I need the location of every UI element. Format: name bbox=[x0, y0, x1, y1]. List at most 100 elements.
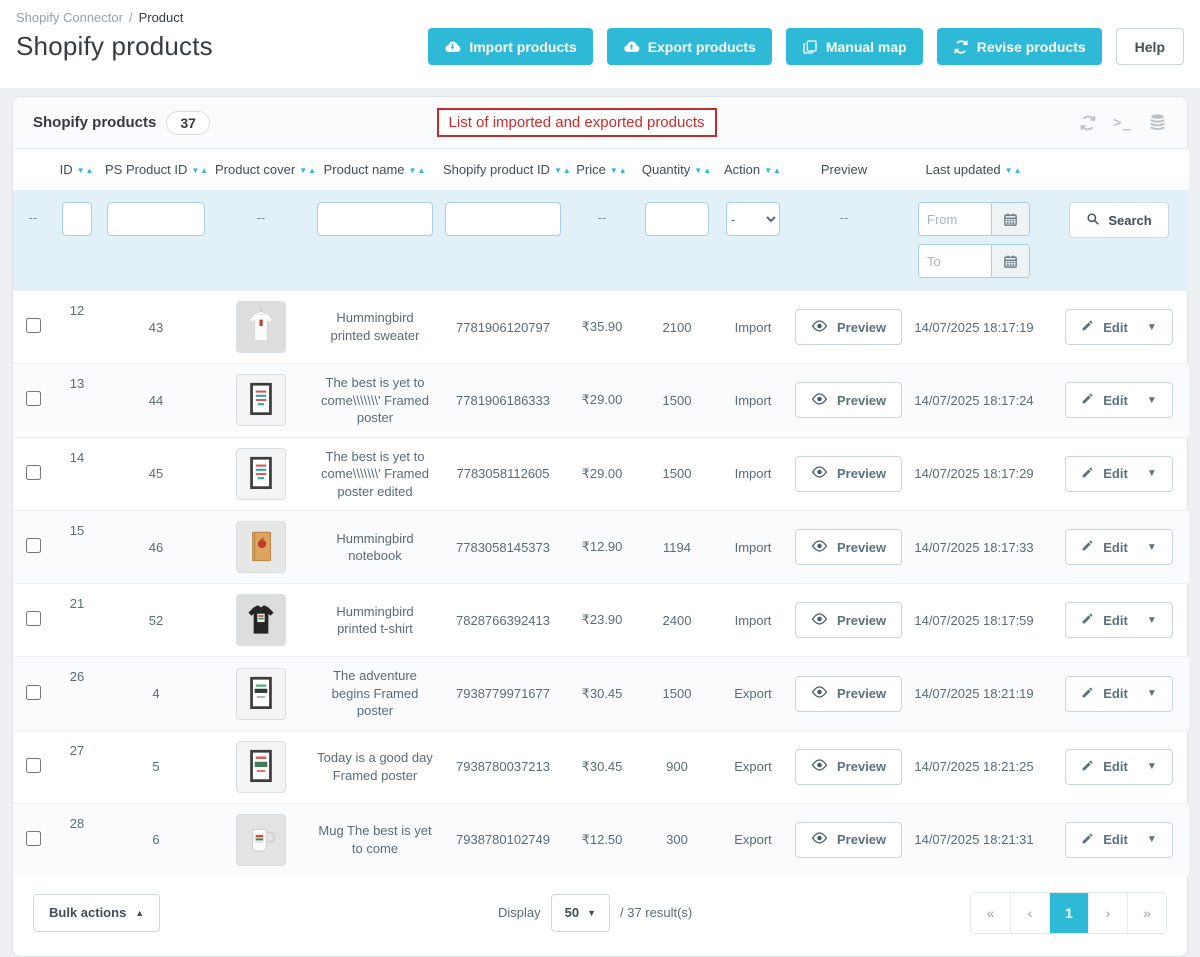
help-button[interactable]: Help bbox=[1115, 28, 1184, 65]
shopify-product-id-filter-input[interactable] bbox=[445, 202, 561, 236]
caret-down-icon[interactable]: ▼ bbox=[1146, 541, 1157, 553]
panel-header: Shopify products 37 List of imported and… bbox=[13, 97, 1187, 149]
caret-down-icon[interactable]: ▼ bbox=[1146, 468, 1157, 480]
shopify-product-id: 7938780037213 bbox=[439, 729, 567, 804]
preview-button[interactable]: Preview bbox=[795, 675, 903, 712]
row-checkbox[interactable] bbox=[25, 830, 41, 846]
current-page-button[interactable]: 1 bbox=[1048, 892, 1088, 933]
import-products-button[interactable]: Import products bbox=[428, 28, 593, 65]
products-panel: Shopify products 37 List of imported and… bbox=[12, 96, 1189, 957]
sort-arrows[interactable]: ▼▲ bbox=[1004, 166, 1023, 175]
export-products-button[interactable]: Export products bbox=[606, 28, 772, 65]
ps-product-id: 5 bbox=[101, 729, 211, 804]
table-row: 27 5 Today is a good day Framed poster 7… bbox=[13, 729, 1189, 804]
sort-arrows[interactable]: ▼▲ bbox=[408, 166, 427, 175]
caret-down-icon[interactable]: ▼ bbox=[1146, 394, 1157, 406]
edit-button[interactable]: Edit ▼ bbox=[1065, 309, 1173, 345]
row-checkbox[interactable] bbox=[25, 684, 41, 700]
product-quantity: 300 bbox=[637, 802, 717, 876]
last-page-button[interactable]: » bbox=[1126, 892, 1166, 933]
action-filter-select[interactable]: - bbox=[726, 202, 780, 236]
id-filter-input[interactable] bbox=[62, 202, 92, 236]
sort-arrows[interactable]: ▼▲ bbox=[609, 166, 628, 175]
caret-down-icon[interactable]: ▼ bbox=[1146, 688, 1157, 700]
filter-empty-marker: -- bbox=[256, 210, 266, 225]
first-page-button[interactable]: « bbox=[970, 892, 1010, 933]
product-price: ₹35.90 bbox=[567, 290, 637, 364]
row-checkbox[interactable] bbox=[25, 464, 41, 480]
manual-map-button[interactable]: Manual map bbox=[785, 28, 923, 65]
product-price: ₹23.90 bbox=[567, 583, 637, 657]
row-checkbox[interactable] bbox=[25, 538, 41, 554]
sort-arrows[interactable]: ▼▲ bbox=[76, 166, 95, 175]
preview-button[interactable]: Preview bbox=[795, 382, 903, 419]
preview-button[interactable]: Preview bbox=[795, 602, 903, 639]
sort-arrows[interactable]: ▼▲ bbox=[553, 166, 572, 175]
table-row: 13 44 The best is yet to come\\\\\\\' Fr… bbox=[13, 363, 1189, 438]
edit-button[interactable]: Edit ▼ bbox=[1065, 675, 1173, 712]
preview-button[interactable]: Preview bbox=[795, 748, 903, 785]
quantity-filter-input[interactable] bbox=[645, 202, 709, 236]
previous-page-button[interactable]: ‹ bbox=[1009, 892, 1049, 933]
calendar-icon[interactable] bbox=[991, 203, 1029, 235]
eye-icon bbox=[811, 540, 828, 555]
next-page-button[interactable]: › bbox=[1087, 892, 1127, 933]
pencil-icon bbox=[1081, 612, 1094, 628]
shopify-product-id: 7828766392413 bbox=[439, 583, 567, 657]
product-action: Import bbox=[717, 290, 789, 364]
revise-products-button[interactable]: Revise products bbox=[936, 28, 1102, 65]
edit-button[interactable]: Edit ▼ bbox=[1065, 602, 1173, 639]
bulk-actions-button[interactable]: Bulk actions ▲ bbox=[33, 893, 161, 932]
product-action: Import bbox=[717, 583, 789, 657]
caret-down-icon[interactable]: ▼ bbox=[1146, 614, 1157, 626]
preview-button[interactable]: Preview bbox=[795, 821, 903, 858]
preview-button[interactable]: Preview bbox=[795, 455, 903, 492]
edit-button[interactable]: Edit ▼ bbox=[1065, 529, 1173, 566]
pencil-icon bbox=[1081, 319, 1094, 335]
row-checkbox[interactable] bbox=[25, 318, 41, 333]
refresh-icon[interactable] bbox=[1079, 114, 1097, 132]
date-to-input[interactable] bbox=[919, 245, 991, 277]
caret-down-icon[interactable]: ▼ bbox=[1146, 834, 1157, 846]
product-price: ₹12.90 bbox=[567, 510, 637, 584]
breadcrumb-current: Product bbox=[138, 10, 184, 25]
search-button[interactable]: Search bbox=[1069, 202, 1169, 238]
page-size-select[interactable]: 50 ▼ bbox=[550, 893, 610, 932]
display-label: Display bbox=[497, 905, 541, 921]
breadcrumb-section[interactable]: Shopify Connector bbox=[16, 10, 123, 25]
sort-arrows[interactable]: ▼▲ bbox=[694, 166, 713, 175]
row-checkbox[interactable] bbox=[25, 611, 41, 627]
breadcrumb: Shopify Connector / Product bbox=[16, 10, 1184, 25]
calendar-icon[interactable] bbox=[991, 245, 1029, 277]
preview-button[interactable]: Preview bbox=[795, 529, 903, 566]
terminal-icon[interactable] bbox=[1113, 115, 1132, 131]
product-cover-thumbnail bbox=[236, 740, 286, 793]
date-from-input[interactable] bbox=[919, 203, 991, 235]
product-action: Import bbox=[717, 363, 789, 438]
caret-down-icon[interactable]: ▼ bbox=[1146, 321, 1157, 333]
row-checkbox[interactable] bbox=[25, 391, 41, 407]
sort-arrows[interactable]: ▼▲ bbox=[191, 166, 210, 175]
edit-button[interactable]: Edit ▼ bbox=[1065, 821, 1173, 858]
results-count: / 37 result(s) bbox=[619, 905, 693, 921]
last-updated: 14/07/2025 18:21:25 bbox=[899, 729, 1049, 804]
caret-down-icon[interactable]: ▼ bbox=[1146, 761, 1157, 773]
shopify-product-id: 7783058145373 bbox=[439, 510, 567, 584]
edit-button[interactable]: Edit ▼ bbox=[1065, 748, 1173, 785]
edit-button[interactable]: Edit ▼ bbox=[1065, 382, 1173, 419]
database-icon[interactable] bbox=[1148, 113, 1167, 132]
product-price: ₹30.45 bbox=[567, 656, 637, 731]
product-cover-thumbnail bbox=[236, 594, 286, 647]
ps-product-id-filter-input[interactable] bbox=[107, 202, 205, 236]
edit-button[interactable]: Edit ▼ bbox=[1065, 455, 1173, 492]
sort-arrows[interactable]: ▼▲ bbox=[764, 166, 782, 175]
sort-arrows[interactable]: ▼▲ bbox=[299, 166, 318, 175]
product-cover-thumbnail bbox=[236, 813, 286, 866]
panel-title: Shopify products bbox=[33, 114, 157, 131]
product-id: 21 bbox=[53, 583, 101, 657]
eye-icon bbox=[811, 832, 828, 847]
product-action: Export bbox=[717, 729, 789, 804]
row-checkbox[interactable] bbox=[25, 757, 41, 773]
product-name-filter-input[interactable] bbox=[317, 202, 433, 236]
preview-button[interactable]: Preview bbox=[795, 309, 903, 345]
